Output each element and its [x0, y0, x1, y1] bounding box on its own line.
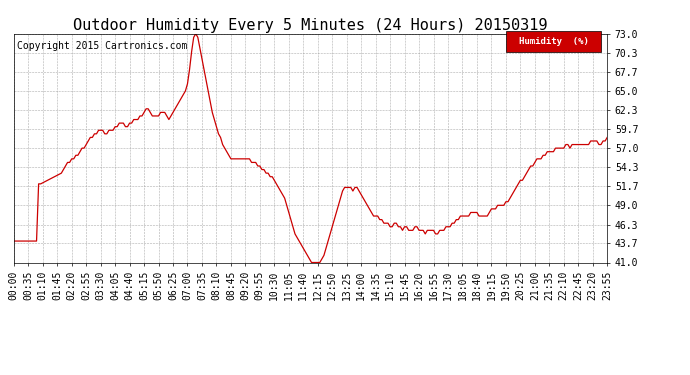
FancyBboxPatch shape: [506, 32, 601, 52]
Title: Outdoor Humidity Every 5 Minutes (24 Hours) 20150319: Outdoor Humidity Every 5 Minutes (24 Hou…: [73, 18, 548, 33]
Text: Copyright 2015 Cartronics.com: Copyright 2015 Cartronics.com: [17, 40, 187, 51]
Text: Humidity  (%): Humidity (%): [519, 37, 589, 46]
